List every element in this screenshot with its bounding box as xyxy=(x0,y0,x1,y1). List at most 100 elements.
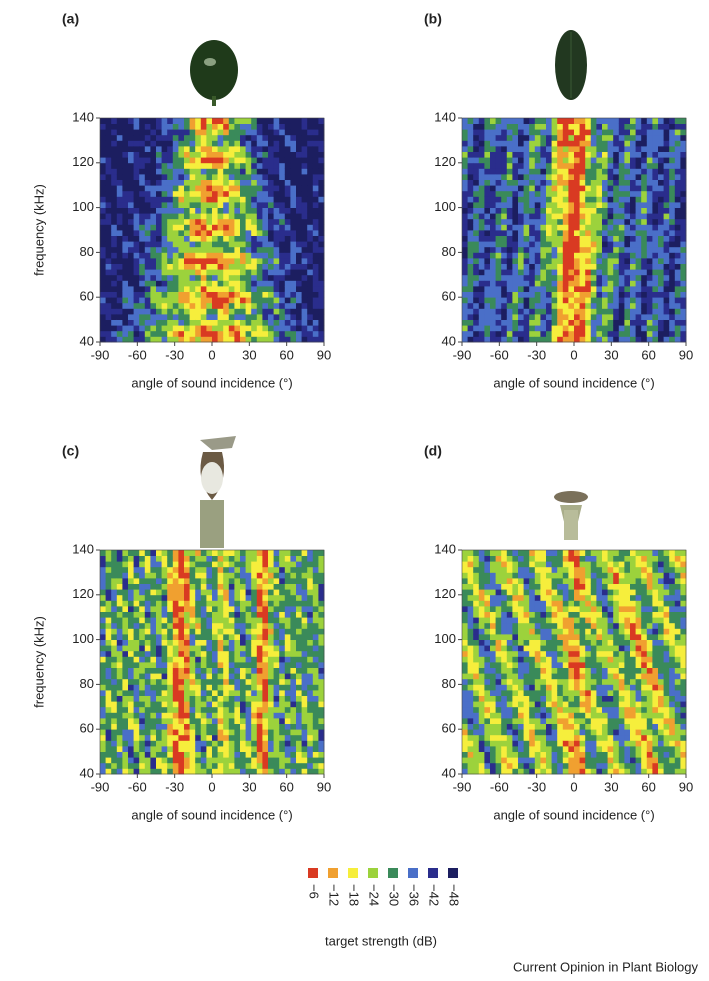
heatmap-cell xyxy=(279,572,285,578)
heatmap-cell xyxy=(139,606,145,612)
heatmap-cell xyxy=(162,746,168,752)
heatmap-cell xyxy=(647,208,653,214)
heatmap-cell xyxy=(285,712,291,718)
heatmap-cell xyxy=(619,118,625,124)
heatmap-cell xyxy=(279,269,285,275)
heatmap-cell xyxy=(234,230,240,236)
heatmap-cell xyxy=(190,264,196,270)
heatmap-cell xyxy=(557,185,563,191)
heatmap-cell xyxy=(652,118,658,124)
heatmap-cell xyxy=(468,572,474,578)
heatmap-cell xyxy=(257,724,263,730)
heatmap-cell xyxy=(268,135,274,141)
heatmap-cell xyxy=(518,124,524,130)
heatmap-cell xyxy=(658,275,664,281)
heatmap-cell xyxy=(195,314,201,320)
heatmap-cell xyxy=(246,662,252,668)
heatmap-cell xyxy=(156,124,162,130)
heatmap-cell xyxy=(150,746,156,752)
heatmap-cell xyxy=(479,336,485,342)
heatmap-cell xyxy=(173,712,179,718)
heatmap-cell xyxy=(479,191,485,197)
heatmap-cell xyxy=(190,656,196,662)
heatmap-cell xyxy=(190,118,196,124)
heatmap-cell xyxy=(318,269,324,275)
heatmap-cell xyxy=(624,308,630,314)
heatmap-cell xyxy=(669,163,675,169)
heatmap-cell xyxy=(201,314,207,320)
heatmap-cell xyxy=(557,129,563,135)
heatmap-cell xyxy=(167,662,173,668)
heatmap-cell xyxy=(313,247,319,253)
heatmap-cell xyxy=(624,129,630,135)
heatmap-cell xyxy=(190,707,196,713)
heatmap-cell xyxy=(540,320,546,326)
heatmap-cell xyxy=(557,157,563,163)
heatmap-cell xyxy=(262,612,268,618)
heatmap-cell xyxy=(251,628,257,634)
heatmap-cell xyxy=(624,208,630,214)
heatmap-cell xyxy=(552,286,558,292)
heatmap-cell xyxy=(518,247,524,253)
heatmap-cell xyxy=(240,157,246,163)
heatmap-cell xyxy=(274,297,280,303)
heatmap-cell xyxy=(496,219,502,225)
heatmap-cell xyxy=(496,213,502,219)
heatmap-cell xyxy=(106,202,112,208)
heatmap-cell xyxy=(285,168,291,174)
heatmap-cell xyxy=(591,241,597,247)
heatmap-cell xyxy=(190,572,196,578)
heatmap-cell xyxy=(302,258,308,264)
heatmap-cell xyxy=(257,258,263,264)
heatmap-cell xyxy=(596,325,602,331)
heatmap-cell xyxy=(552,174,558,180)
heatmap-cell xyxy=(111,308,117,314)
heatmap-cell xyxy=(596,208,602,214)
heatmap-cell xyxy=(268,662,274,668)
heatmap-cell xyxy=(212,208,218,214)
heatmap-cell xyxy=(246,684,252,690)
heatmap-cell xyxy=(279,275,285,281)
heatmap-cell xyxy=(552,168,558,174)
heatmap-cell xyxy=(268,673,274,679)
x-tick-label: 0 xyxy=(208,779,215,794)
heatmap-cell xyxy=(641,157,647,163)
heatmap-cell xyxy=(279,236,285,242)
heatmap-cell xyxy=(540,219,546,225)
heatmap-cell xyxy=(279,129,285,135)
heatmap-cell xyxy=(262,724,268,730)
heatmap-cell xyxy=(496,308,502,314)
heatmap-cell xyxy=(111,752,117,758)
heatmap-cell xyxy=(473,135,479,141)
heatmap-cell xyxy=(206,314,212,320)
heatmap-cell xyxy=(206,651,212,657)
heatmap-cell xyxy=(134,595,140,601)
heatmap-cell xyxy=(307,740,313,746)
heatmap-cell xyxy=(257,320,263,326)
heatmap-cell xyxy=(557,202,563,208)
heatmap-cell xyxy=(218,168,224,174)
heatmap-cell xyxy=(212,690,218,696)
heatmap-cell xyxy=(318,185,324,191)
heatmap-cell xyxy=(100,292,106,298)
heatmap-cell xyxy=(251,651,257,657)
heatmap-cell xyxy=(585,236,591,242)
heatmap-cell xyxy=(251,129,257,135)
heatmap-cell xyxy=(111,146,117,152)
heatmap-cell xyxy=(302,679,308,685)
heatmap-cell xyxy=(162,230,168,236)
heatmap-cell xyxy=(240,634,246,640)
heatmap-cell xyxy=(512,196,518,202)
heatmap-cell xyxy=(473,752,479,758)
heatmap-cell xyxy=(134,634,140,640)
heatmap-cell xyxy=(307,707,313,713)
heatmap-cell xyxy=(473,124,479,130)
heatmap-cell xyxy=(290,320,296,326)
x-tick-label: -90 xyxy=(91,779,110,794)
heatmap-cell xyxy=(139,152,145,158)
heatmap-cell xyxy=(251,230,257,236)
heatmap-cell xyxy=(206,740,212,746)
heatmap-cell xyxy=(296,572,302,578)
heatmap-cell xyxy=(111,701,117,707)
heatmap-cell xyxy=(563,124,569,130)
